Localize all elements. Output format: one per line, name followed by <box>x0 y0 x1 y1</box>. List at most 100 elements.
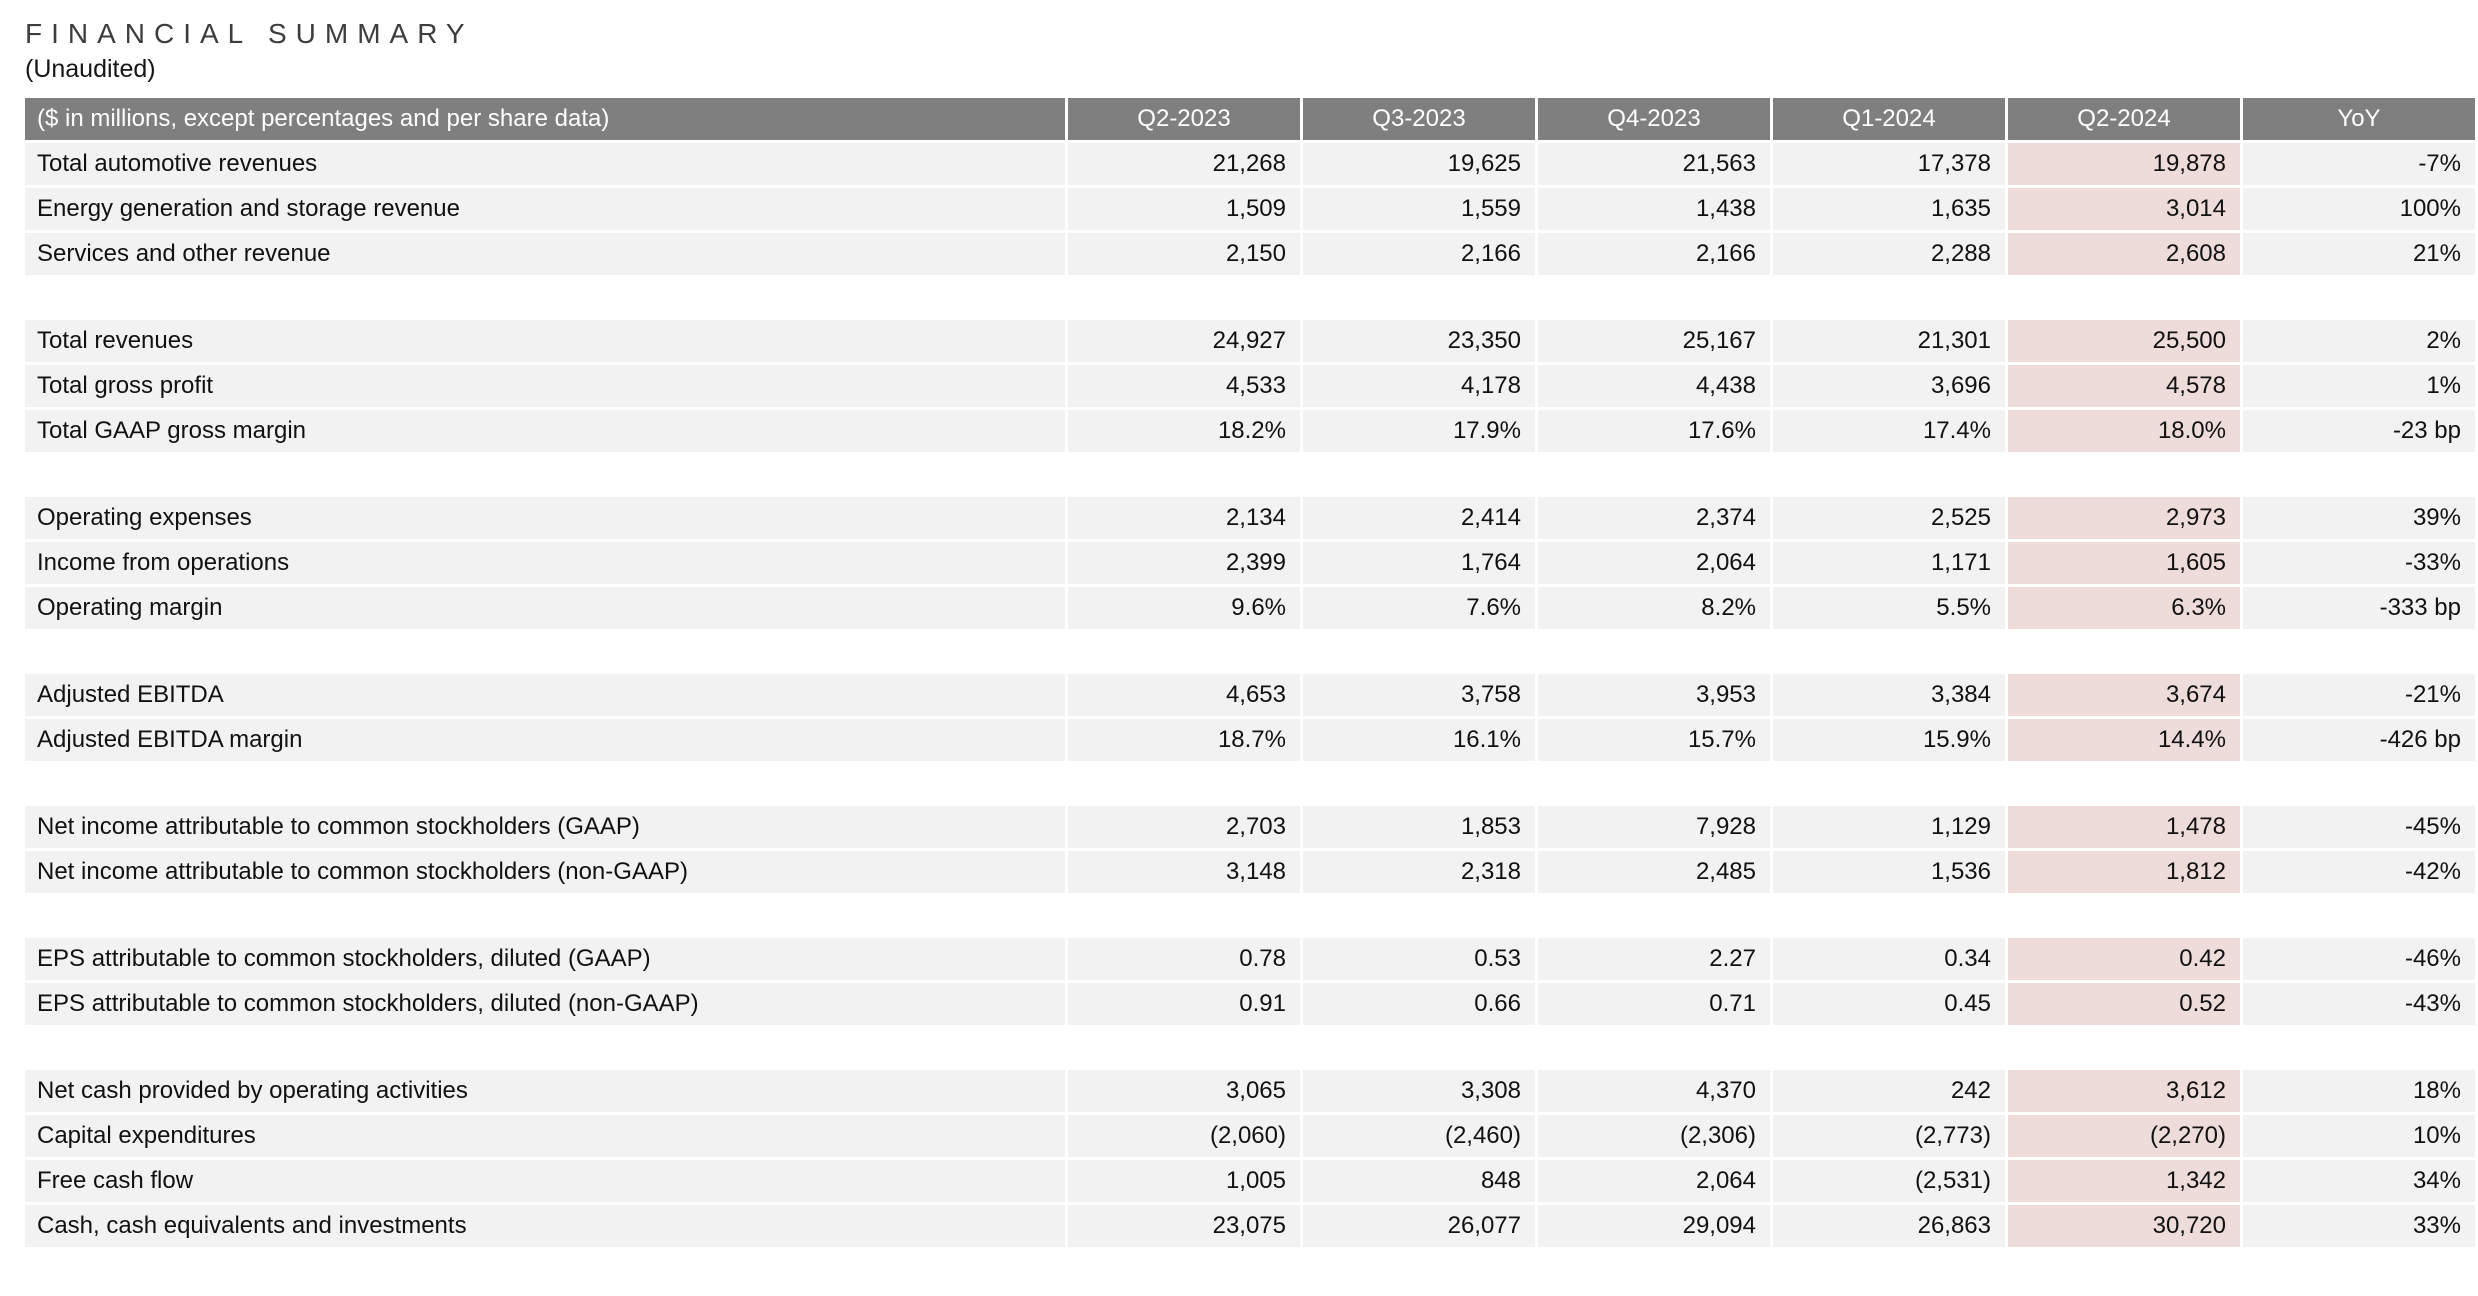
cell-q2-2024: 25,500 <box>2008 320 2240 362</box>
cell-yoy: -42% <box>2243 851 2475 893</box>
cell-q2-2023: 3,148 <box>1068 851 1300 893</box>
cell-q2-2023: (2,060) <box>1068 1115 1300 1157</box>
page-title: FINANCIAL SUMMARY <box>25 18 474 49</box>
row-label: Adjusted EBITDA margin <box>25 719 1065 761</box>
table-row-eps-attributable-to-common-stockholders-diluted-gaap: EPS attributable to common stockholders,… <box>25 938 2475 980</box>
cell-q1-2024: (2,773) <box>1773 1115 2005 1157</box>
cell-q2-2024: 2,973 <box>2008 497 2240 539</box>
cell-q4-2023: 8.2% <box>1538 587 1770 629</box>
cell-q1-2024: 1,129 <box>1773 806 2005 848</box>
table-row-eps-attributable-to-common-stockholders-diluted-non-gaap: EPS attributable to common stockholders,… <box>25 983 2475 1025</box>
cell-q1-2024: 15.9% <box>1773 719 2005 761</box>
cell-q3-2023: 1,559 <box>1303 188 1535 230</box>
table-row-adjusted-ebitda-margin: Adjusted EBITDA margin 18.7% 16.1% 15.7% 15.… <box>25 719 2475 761</box>
column-header-q1-2024: Q1-2024 <box>1773 98 2005 140</box>
cell-yoy: -21% <box>2243 674 2475 716</box>
cell-q1-2024: 5.5% <box>1773 587 2005 629</box>
cell-q2-2024: 3,612 <box>2008 1070 2240 1112</box>
cell-q2-2024: 1,478 <box>2008 806 2240 848</box>
cell-q1-2024: 17.4% <box>1773 410 2005 452</box>
row-label: Total automotive revenues <box>25 143 1065 185</box>
cell-q2-2023: 0.78 <box>1068 938 1300 980</box>
table-row-net-cash-provided-by-operating-activities: Net cash provided by operating activitie… <box>25 1070 2475 1112</box>
cell-q3-2023: 1,764 <box>1303 542 1535 584</box>
cell-q1-2024: 1,536 <box>1773 851 2005 893</box>
row-label: Net income attributable to common stockh… <box>25 851 1065 893</box>
cell-q1-2024: 0.34 <box>1773 938 2005 980</box>
cell-q2-2023: 4,653 <box>1068 674 1300 716</box>
column-header-q4-2023: Q4-2023 <box>1538 98 1770 140</box>
cell-q1-2024: 2,288 <box>1773 233 2005 275</box>
cell-q3-2023: 23,350 <box>1303 320 1535 362</box>
table-row-total-automotive-revenues: Total automotive revenues 21,268 19,625 21,… <box>25 143 2475 185</box>
cell-q2-2024: 14.4% <box>2008 719 2240 761</box>
row-label: Income from operations <box>25 542 1065 584</box>
row-label: Total gross profit <box>25 365 1065 407</box>
cell-q4-2023: 2,485 <box>1538 851 1770 893</box>
cell-q2-2024: 30,720 <box>2008 1205 2240 1247</box>
section-gap <box>25 764 2475 803</box>
section-gap-cell <box>25 278 2475 317</box>
table-row-total-gross-profit: Total gross profit 4,533 4,178 4,438 3,696 4,… <box>25 365 2475 407</box>
cell-q2-2023: 2,703 <box>1068 806 1300 848</box>
column-header-q3-2023: Q3-2023 <box>1303 98 1535 140</box>
section-gap-cell <box>25 764 2475 803</box>
cell-q2-2023: 9.6% <box>1068 587 1300 629</box>
cell-q2-2023: 4,533 <box>1068 365 1300 407</box>
cell-q4-2023: 7,928 <box>1538 806 1770 848</box>
section-gap <box>25 896 2475 935</box>
cell-q1-2024: 17,378 <box>1773 143 2005 185</box>
cell-q4-2023: 2,166 <box>1538 233 1770 275</box>
cell-yoy: -46% <box>2243 938 2475 980</box>
row-label: Net cash provided by operating activitie… <box>25 1070 1065 1112</box>
cell-q3-2023: (2,460) <box>1303 1115 1535 1157</box>
row-label: Operating expenses <box>25 497 1065 539</box>
cell-yoy: 100% <box>2243 188 2475 230</box>
cell-q1-2024: 0.45 <box>1773 983 2005 1025</box>
table-row-free-cash-flow: Free cash flow 1,005 848 2,064 (2,531) 1,342 3… <box>25 1160 2475 1202</box>
table-row-net-income-attributable-to-common-stockholders-non-gaap: Net income attributable to common stockh… <box>25 851 2475 893</box>
table-row-operating-margin: Operating margin 9.6% 7.6% 8.2% 5.5% 6.3% -333… <box>25 587 2475 629</box>
table-row-capital-expenditures: Capital expenditures (2,060) (2,460) (2,306… <box>25 1115 2475 1157</box>
cell-q2-2024: 1,605 <box>2008 542 2240 584</box>
cell-yoy: -23 bp <box>2243 410 2475 452</box>
cell-q3-2023: 3,308 <box>1303 1070 1535 1112</box>
row-label: Cash, cash equivalents and investments <box>25 1205 1065 1247</box>
cell-q3-2023: 848 <box>1303 1160 1535 1202</box>
cell-q1-2024: 26,863 <box>1773 1205 2005 1247</box>
page-subtitle: (Unaudited) <box>25 55 156 83</box>
cell-q2-2024: (2,270) <box>2008 1115 2240 1157</box>
cell-q2-2024: 19,878 <box>2008 143 2240 185</box>
cell-q2-2023: 18.7% <box>1068 719 1300 761</box>
cell-q2-2023: 3,065 <box>1068 1070 1300 1112</box>
financial-summary-table: ($ in millions, except percentages and p… <box>22 95 2478 1250</box>
cell-yoy: 33% <box>2243 1205 2475 1247</box>
cell-q1-2024: 2,525 <box>1773 497 2005 539</box>
row-label: Total revenues <box>25 320 1065 362</box>
cell-q2-2023: 24,927 <box>1068 320 1300 362</box>
cell-q3-2023: 3,758 <box>1303 674 1535 716</box>
table-row-net-income-attributable-to-common-stockholders-gaap: Net income attributable to common stockh… <box>25 806 2475 848</box>
cell-q3-2023: 16.1% <box>1303 719 1535 761</box>
cell-q3-2023: 26,077 <box>1303 1205 1535 1247</box>
cell-q2-2023: 23,075 <box>1068 1205 1300 1247</box>
cell-q4-2023: 29,094 <box>1538 1205 1770 1247</box>
cell-q4-2023: (2,306) <box>1538 1115 1770 1157</box>
section-gap <box>25 278 2475 317</box>
cell-q2-2024: 1,812 <box>2008 851 2240 893</box>
row-label: Services and other revenue <box>25 233 1065 275</box>
cell-q2-2023: 0.91 <box>1068 983 1300 1025</box>
cell-q2-2024: 18.0% <box>2008 410 2240 452</box>
cell-q1-2024: 1,635 <box>1773 188 2005 230</box>
cell-q3-2023: 17.9% <box>1303 410 1535 452</box>
cell-q2-2024: 3,014 <box>2008 188 2240 230</box>
table-row-services-and-other-revenue: Services and other revenue 2,150 2,166 2,16… <box>25 233 2475 275</box>
column-header-yoy: YoY <box>2243 98 2475 140</box>
cell-q4-2023: 15.7% <box>1538 719 1770 761</box>
cell-yoy: 34% <box>2243 1160 2475 1202</box>
cell-q2-2023: 2,134 <box>1068 497 1300 539</box>
row-label: EPS attributable to common stockholders,… <box>25 983 1065 1025</box>
row-label: Adjusted EBITDA <box>25 674 1065 716</box>
cell-q1-2024: (2,531) <box>1773 1160 2005 1202</box>
row-label: Total GAAP gross margin <box>25 410 1065 452</box>
